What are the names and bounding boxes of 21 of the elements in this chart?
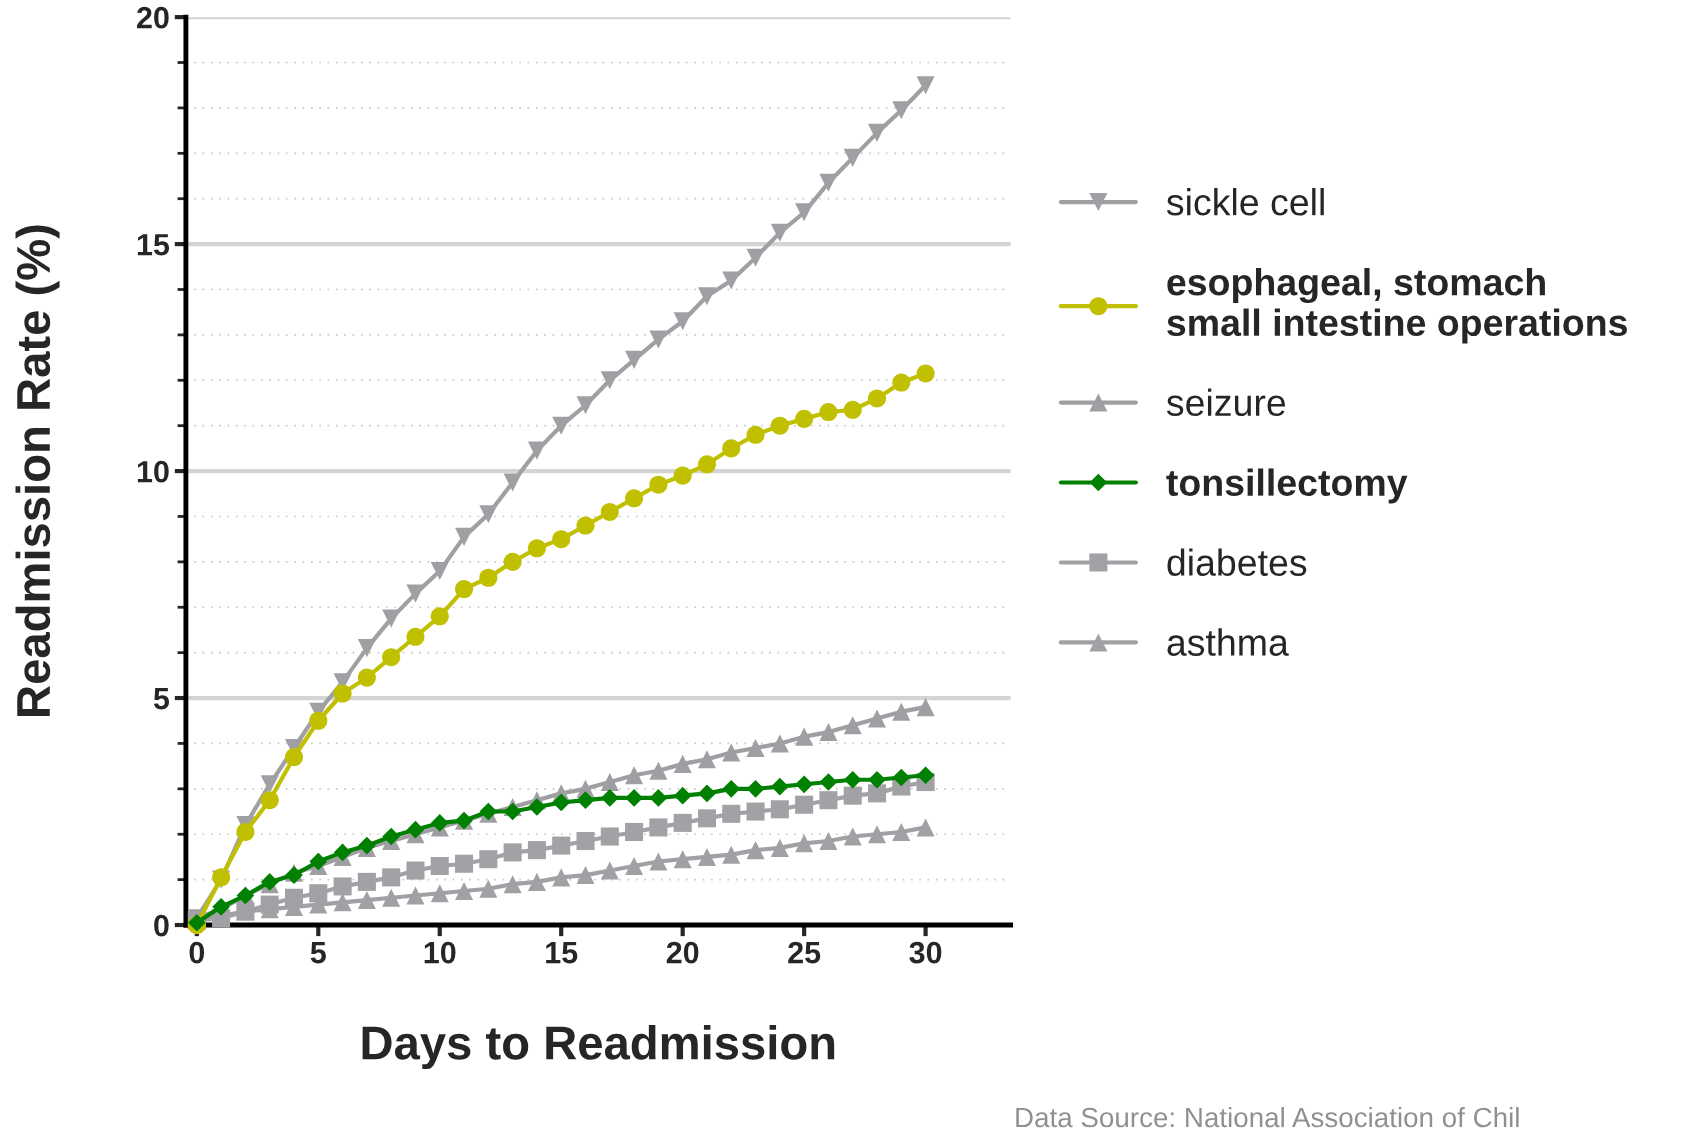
legend-label: diabetes [1167, 548, 1307, 576]
x-tick-label: 5 [310, 942, 326, 964]
y-tick-label: 20 [137, 6, 169, 29]
y-tick-label: 10 [137, 460, 169, 483]
legend-label: tonsillectomy [1166, 468, 1408, 504]
x-tick-label: 10 [424, 941, 456, 964]
source-note: Data Source: National Association of Chil [1016, 1106, 1519, 1128]
x-tick-label: 20 [666, 941, 699, 964]
legend-label: sickle cell [1166, 188, 1324, 216]
legend-label: seizure [1166, 388, 1286, 417]
x-axis-title: Days to Readmission [362, 1025, 835, 1070]
x-tick-label: 25 [788, 941, 821, 964]
y-tick-label: 15 [137, 234, 170, 256]
legend-label: asthma [1167, 628, 1289, 656]
y-tick-label: 5 [153, 688, 170, 710]
x-tick-label: 30 [909, 941, 942, 964]
legend-label: esophageal, stomach small intestine operations [1167, 267, 1627, 344]
y-axis-title: Readmission Rate (%) [15, 225, 60, 716]
x-tick-label: 0 [189, 941, 205, 964]
x-tick-label: 15 [546, 942, 578, 964]
y-tick-label: 0 [154, 914, 169, 937]
